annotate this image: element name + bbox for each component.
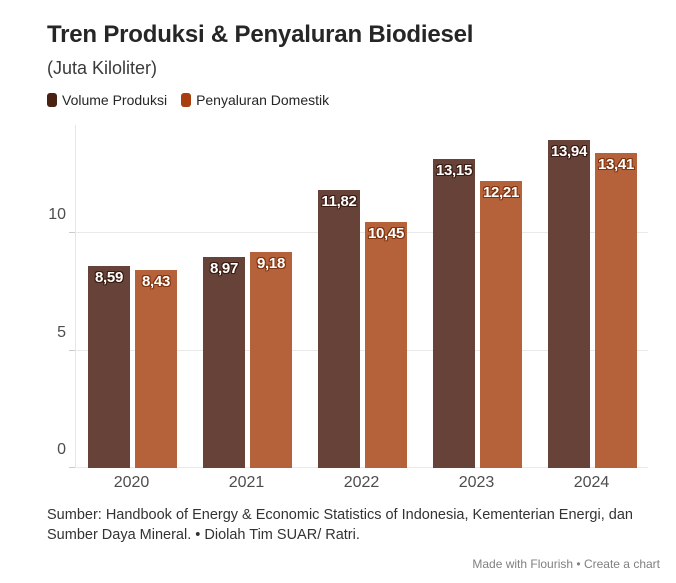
bar-value-label: 13,41 [597,155,635,173]
chart-subtitle: (Juta Kiloliter) [47,58,158,78]
gridline-y-5 [75,349,648,351]
y-axis-line [75,125,76,468]
create-a-chart-link[interactable]: Create a chart [583,557,660,571]
bar-value-label: 13,15 [435,161,473,179]
y-axis-tick [69,467,75,468]
bar-value-label: 11,82 [321,193,357,211]
legend-swatch-volume-produksi [47,93,57,107]
bar-value-label: 8,59 [95,269,123,287]
bar-value-label: 8,43 [142,272,170,290]
y-axis-tick [69,349,75,351]
bar-2020-volume-produksi[interactable]: 8,59 [88,266,130,468]
y-axis-label: 5 [57,323,66,341]
y-axis-label: 0 [57,441,66,458]
x-axis-label-2020: 2020 [113,474,150,491]
chart-title: Tren Produksi & Penyaluran Biodiesel [47,21,474,48]
source-note: Sumber: Handbook of Energy & Economic St… [47,507,633,543]
x-axis-label-2021: 2021 [228,474,265,491]
legend: Volume Produksi Penyaluran Domestik [47,92,329,108]
bar-2020-penyaluran-domestik[interactable]: 8,43 [135,269,177,468]
legend-label: Volume Produksi [62,92,168,108]
bar-2021-volume-produksi[interactable]: 8,97 [203,257,245,468]
bar-value-label: 10,45 [367,225,405,243]
bar-2021-penyaluran-domestik[interactable]: 9,18 [250,252,292,468]
bar-value-label: 8,97 [210,260,238,278]
bar-value-label: 9,18 [257,255,285,273]
made-with-flourish-link[interactable]: Made with Flourish [472,557,574,571]
bar-2024-volume-produksi[interactable]: 13,94 [548,140,590,468]
bar-2022-penyaluran-domestik[interactable]: 10,45 [365,222,407,468]
plot-area: 0 5 10 8,59 8,43 2020 8,97 9,18 2021 11,82 10,45 20… [48,125,648,491]
attribution-separator: • [576,557,581,571]
bar-2023-penyaluran-domestik[interactable]: 12,21 [480,181,522,468]
y-axis-tick [69,232,75,233]
legend-item-penyaluran-domestik[interactable]: Penyaluran Domestik [181,92,329,108]
legend-label: Penyaluran Domestik [196,92,330,108]
bar-value-label: 12,21 [482,184,520,202]
bar-2022-volume-produksi[interactable]: 11,82 [318,190,360,468]
gridline-y-0 [75,467,648,468]
x-axis-label-2023: 2023 [458,474,495,491]
x-axis-label-2022: 2022 [343,474,380,491]
bar-value-label: 13,94 [550,143,588,161]
bar-2023-volume-produksi[interactable]: 13,15 [433,158,475,468]
legend-swatch-penyaluran-domestik [181,93,192,107]
gridline-y-10 [75,232,648,233]
x-axis-label-2024: 2024 [573,474,610,491]
y-axis-label: 10 [48,206,66,223]
bar-2024-penyaluran-domestik[interactable]: 13,41 [595,152,637,468]
attribution: Made with Flourish • Create a chart [472,557,660,571]
legend-item-volume-produksi[interactable]: Volume Produksi [47,92,167,108]
